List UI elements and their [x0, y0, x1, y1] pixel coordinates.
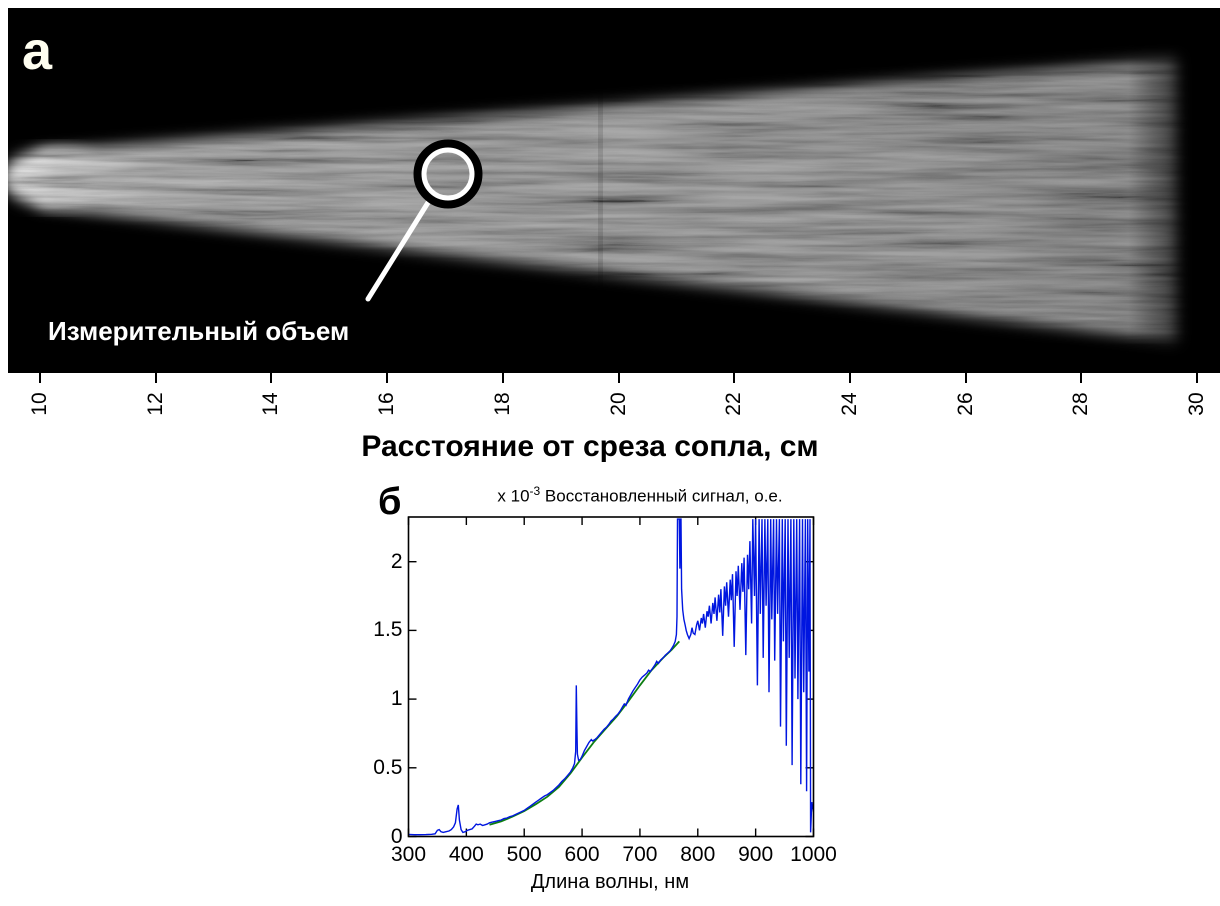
distance-tick-label: 28 [1069, 392, 1093, 416]
flow-image-panel: a Измерительный объем [8, 8, 1220, 373]
distance-tick-label: 18 [490, 392, 514, 416]
wavelength-tick-label: 800 [680, 842, 716, 866]
distance-tick-label: 22 [722, 392, 746, 416]
distance-tick [154, 373, 157, 383]
distance-tick [964, 373, 967, 383]
panel-a-label: a [22, 21, 53, 81]
signal-tick-label: 0 [390, 824, 403, 848]
distance-tick-label: 30 [1185, 392, 1208, 416]
chart-title: x 10-3 Восстановленный сигнал, о.е. [420, 484, 860, 507]
wavelength-tick-label: 1000 [790, 842, 837, 866]
distance-tick [386, 373, 389, 383]
panel-b-label: б [378, 481, 402, 523]
exponent-prefix: x 10 [497, 486, 530, 506]
distance-tick-label: 10 [28, 392, 51, 416]
distance-tick-label: 24 [837, 392, 861, 416]
wavelength-tick-label: 900 [738, 842, 774, 866]
measurement-volume-circle-outer [413, 139, 483, 209]
distance-tick-label: 14 [259, 392, 283, 416]
distance-tick [617, 373, 620, 383]
distance-tick [733, 373, 736, 383]
distance-tick-label: 20 [606, 392, 630, 416]
wavelength-tick-label: 600 [564, 842, 600, 866]
chart-xlabel: Длина волны, нм [530, 871, 690, 893]
jet-image [8, 8, 1220, 373]
distance-tick [270, 373, 273, 383]
distance-tick-label: 12 [143, 392, 167, 416]
measurement-volume-circle-inner [421, 147, 475, 201]
chart-title-text: Восстановленный сигнал, о.е. [540, 486, 783, 506]
callout-line [365, 198, 432, 302]
distance-tick [39, 373, 41, 383]
spectrum-panel: б x 10-3 Восстановленный сигнал, о.е. 30… [360, 480, 860, 906]
wavelength-tick-label: 700 [622, 842, 658, 866]
spectrum-chart [407, 516, 815, 838]
signal-tick-label: 1.5 [373, 618, 403, 642]
distance-tick-label: 16 [375, 392, 399, 416]
wavelength-tick-label: 500 [506, 842, 542, 866]
exponent-sup: -3 [529, 484, 541, 498]
distance-axis: 10 12 14 16 18 20 22 24 26 28 30 Расстояние от сре… [0, 373, 1220, 503]
wavelength-tick-label: 300 [390, 842, 427, 866]
distance-tick [1080, 373, 1083, 383]
distance-tick [848, 373, 851, 383]
signal-tick-label: 1 [390, 687, 403, 711]
wavelength-tick-label: 400 [448, 842, 484, 866]
signal-curve [408, 518, 814, 836]
distance-tick-label: 26 [953, 392, 977, 416]
distance-tick [501, 373, 504, 383]
signal-tick-label: 0.5 [373, 755, 403, 779]
plot-border [407, 516, 815, 838]
distance-tick [1196, 373, 1198, 383]
distance-axis-title: Расстояние от среза сопла, см [361, 430, 819, 463]
signal-tick-label: 2 [390, 549, 403, 573]
measurement-volume-label: Измерительный объем [48, 316, 350, 346]
